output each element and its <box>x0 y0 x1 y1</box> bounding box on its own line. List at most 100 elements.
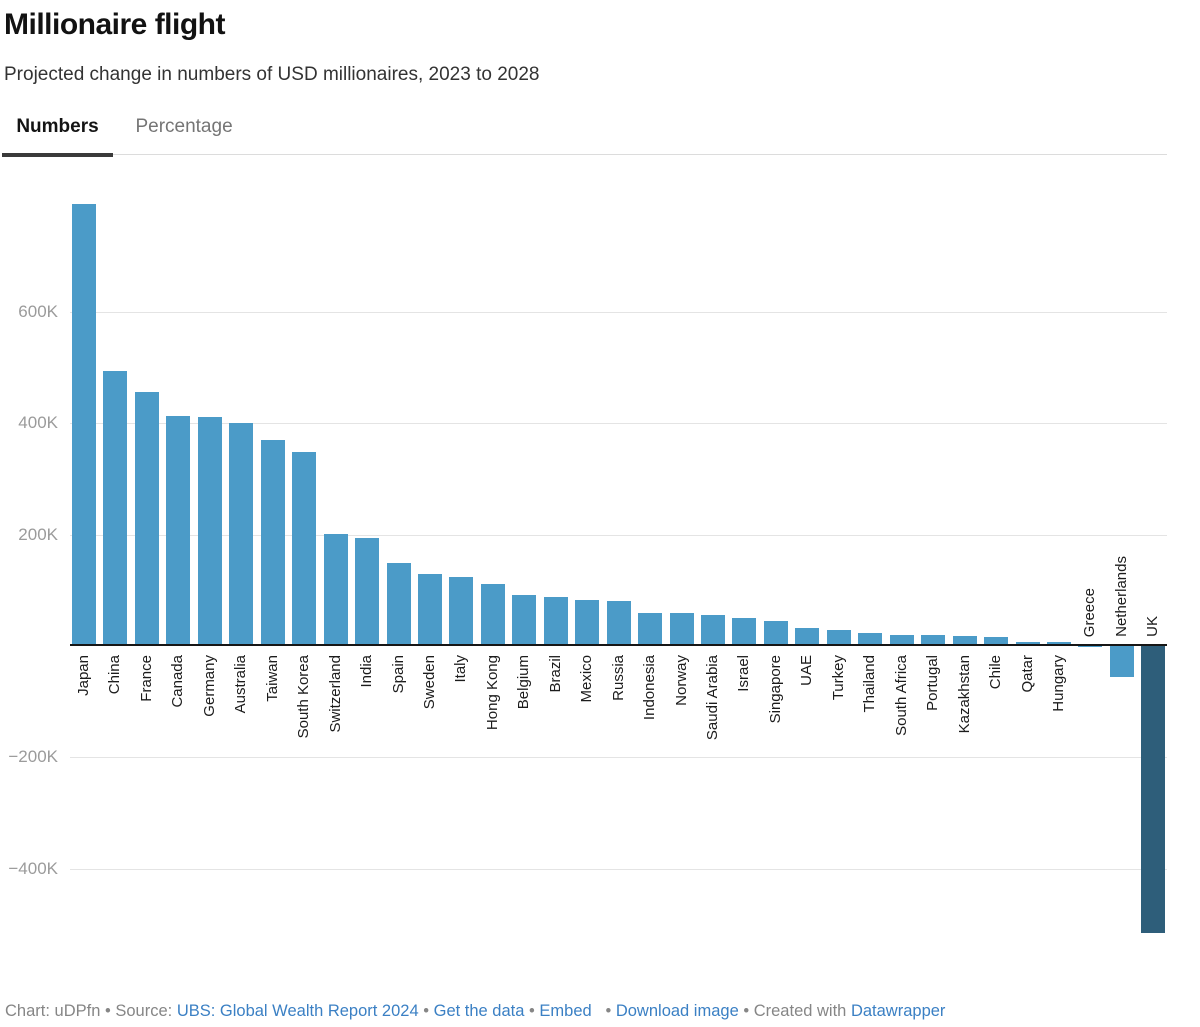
bar-uae[interactable] <box>795 628 819 644</box>
x-axis-label-italy: Italy <box>452 655 469 683</box>
x-axis-label-france: France <box>138 655 155 702</box>
bar-greece[interactable] <box>1078 646 1102 647</box>
bar-israel[interactable] <box>732 618 756 644</box>
bar-portugal[interactable] <box>921 635 945 644</box>
bar-qatar[interactable] <box>1016 642 1040 644</box>
x-axis-label-belgium: Belgium <box>515 655 532 710</box>
y-axis-tick-label: 600K <box>18 302 58 321</box>
x-axis-label-portugal: Portugal <box>924 655 941 711</box>
bar-mexico[interactable] <box>575 600 599 644</box>
x-axis-label-thailand: Thailand <box>861 655 878 713</box>
bar-netherlands[interactable] <box>1110 646 1134 677</box>
bar-hong-kong[interactable] <box>481 584 505 644</box>
bar-russia[interactable] <box>607 601 631 644</box>
x-axis-label-japan: Japan <box>75 655 92 696</box>
get-the-data-link[interactable]: Get the data <box>433 1002 525 1020</box>
bar-germany[interactable] <box>198 417 222 644</box>
gridline-−200k <box>70 757 1167 758</box>
gridline-−400k <box>70 869 1167 870</box>
x-axis-zero-line <box>70 644 1167 646</box>
x-axis-label-norway: Norway <box>673 655 690 706</box>
x-axis-label-mexico: Mexico <box>578 655 595 703</box>
embed-link[interactable]: Embed <box>539 1002 592 1020</box>
x-axis-label-uae: UAE <box>798 655 815 686</box>
x-axis-label-china: China <box>106 655 123 695</box>
x-axis-label-saudi-arabia: Saudi Arabia <box>704 655 721 741</box>
x-axis-label-kazakhstan: Kazakhstan <box>956 655 973 734</box>
x-axis-label-canada: Canada <box>169 655 186 708</box>
x-axis-label-netherlands: Netherlands <box>1113 556 1130 637</box>
x-axis-label-hungary: Hungary <box>1050 655 1067 712</box>
y-axis-tick-label: −400K <box>8 859 58 878</box>
x-axis-label-taiwan: Taiwan <box>264 655 281 702</box>
y-axis-tick-label: 200K <box>18 525 58 544</box>
datawrapper-link[interactable]: Datawrapper <box>850 1002 946 1020</box>
bar-south-africa[interactable] <box>890 635 914 644</box>
chart-subtitle: Projected change in numbers of USD milli… <box>4 64 540 85</box>
bar-turkey[interactable] <box>827 630 851 644</box>
download-image-link[interactable]: Download image <box>615 1002 739 1020</box>
created-with-label: Created with <box>753 1002 847 1020</box>
x-axis-label-switzerland: Switzerland <box>327 655 344 733</box>
source-label: Source: <box>115 1002 173 1020</box>
bar-spain[interactable] <box>387 563 411 644</box>
separator: • <box>605 1002 612 1020</box>
bar-norway[interactable] <box>670 613 694 644</box>
x-axis-label-hong-kong: Hong Kong <box>484 655 501 731</box>
chart-title: Millionaire flight <box>4 8 226 41</box>
bar-italy[interactable] <box>449 577 473 644</box>
bar-switzerland[interactable] <box>324 534 348 644</box>
tab-percentage[interactable]: Percentage <box>135 116 233 137</box>
bar-chart-plot: 600K 400K 200K −200K −400K Japan China France Ca… <box>0 170 1200 960</box>
x-axis-label-spain: Spain <box>390 655 407 694</box>
bar-kazakhstan[interactable] <box>953 636 977 644</box>
tab-numbers[interactable]: Numbers <box>2 114 113 157</box>
bar-brazil[interactable] <box>544 597 568 644</box>
chart-credit: Chart: uDPfn <box>5 1002 101 1020</box>
x-axis-label-russia: Russia <box>610 655 627 701</box>
x-axis-label-israel: Israel <box>735 655 752 692</box>
bar-indonesia[interactable] <box>638 613 662 644</box>
x-axis-label-chile: Chile <box>987 655 1004 690</box>
bar-france[interactable] <box>135 392 159 644</box>
bar-south-korea[interactable] <box>292 452 316 644</box>
bar-singapore[interactable] <box>764 621 788 644</box>
bar-saudi-arabia[interactable] <box>701 615 725 644</box>
bar-taiwan[interactable] <box>261 440 285 644</box>
bar-belgium[interactable] <box>512 595 536 644</box>
x-axis-label-australia: Australia <box>232 655 249 714</box>
x-axis-label-turkey: Turkey <box>830 655 847 701</box>
bar-australia[interactable] <box>229 423 253 644</box>
x-axis-label-sweden: Sweden <box>421 655 438 710</box>
bar-thailand[interactable] <box>858 633 882 644</box>
source-link[interactable]: UBS: Global Wealth Report 2024 <box>176 1002 419 1020</box>
x-axis-label-greece: Greece <box>1081 587 1098 637</box>
gridline-600k <box>70 312 1167 313</box>
gridline-200k <box>70 535 1167 536</box>
bar-canada[interactable] <box>166 416 190 644</box>
x-axis-label-south-africa: South Africa <box>893 655 910 736</box>
gridline-400k <box>70 423 1167 424</box>
bar-india[interactable] <box>355 538 379 644</box>
bar-japan[interactable] <box>72 204 96 644</box>
bar-sweden[interactable] <box>418 574 442 644</box>
bar-uk[interactable] <box>1141 646 1165 933</box>
y-axis-tick-label: 400K <box>18 413 58 432</box>
attribution-footer: Chart: uDPfn • Source: UBS: Global Wealt… <box>5 1001 1195 1021</box>
separator: • <box>743 1002 750 1020</box>
x-axis-label-singapore: Singapore <box>767 655 784 724</box>
bar-hungary[interactable] <box>1047 642 1071 644</box>
x-axis-label-brazil: Brazil <box>547 655 564 693</box>
x-axis-label-qatar: Qatar <box>1019 655 1036 693</box>
separator: • <box>104 1002 111 1020</box>
x-axis-label-india: India <box>358 655 375 688</box>
x-axis-label-germany: Germany <box>201 655 218 717</box>
bar-china[interactable] <box>103 371 127 644</box>
y-axis-tick-label: −200K <box>8 747 58 766</box>
bar-chile[interactable] <box>984 637 1008 644</box>
x-axis-label-uk: UK <box>1144 616 1161 637</box>
x-axis-label-south-korea: South Korea <box>295 655 312 739</box>
x-axis-label-indonesia: Indonesia <box>641 655 658 721</box>
tab-bar: Numbers Percentage <box>2 114 1167 157</box>
